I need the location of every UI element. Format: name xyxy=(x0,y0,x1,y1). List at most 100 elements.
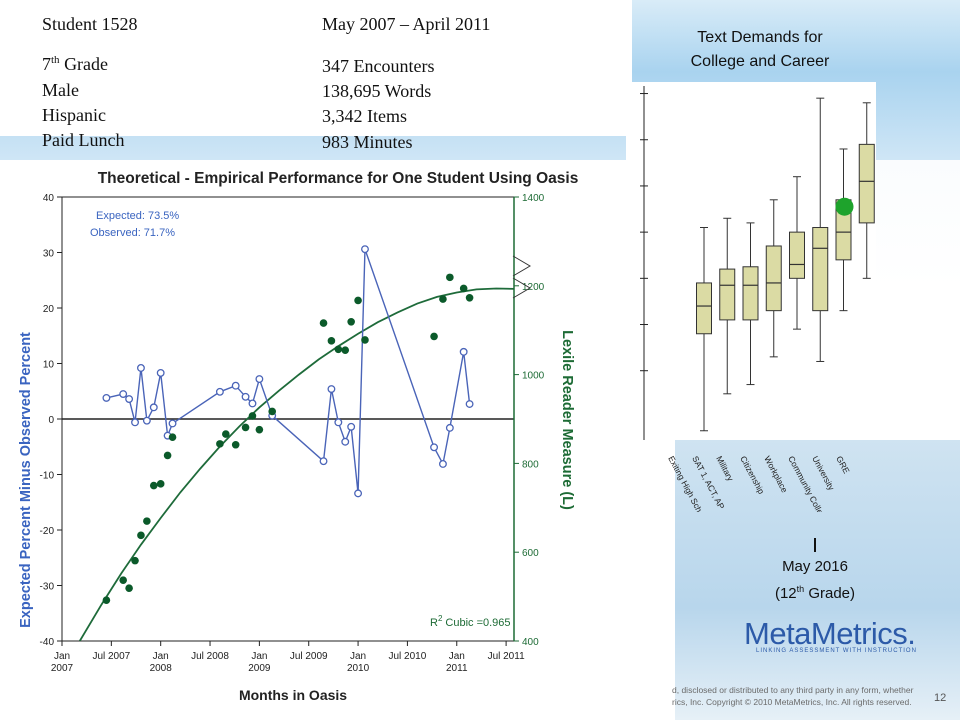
text-demands-title: Text Demands for College and Career xyxy=(660,26,860,74)
lexile-point xyxy=(163,451,172,460)
difference-point xyxy=(125,395,134,403)
lexile-point xyxy=(319,319,328,327)
lexile-point xyxy=(248,412,257,420)
logo-tagline: LINKING ASSESSMENT WITH INSTRUCTION xyxy=(756,648,917,654)
grade-word: Grade xyxy=(59,54,109,74)
grade-suffix: th xyxy=(51,54,60,66)
student-words: 138,695 Words xyxy=(322,81,432,101)
grade-number: 7 xyxy=(42,54,51,74)
difference-point xyxy=(334,418,343,427)
x-tick-label-year: 2007 xyxy=(51,663,74,674)
difference-point xyxy=(438,460,447,468)
x-tick-label-year: 2010 xyxy=(347,663,370,674)
lexile-point xyxy=(255,425,264,434)
y2-tick-label: 600 xyxy=(522,548,539,559)
box-iqr xyxy=(765,245,782,312)
x-tick-label: Jul 2010 xyxy=(389,651,427,662)
student-lunch: Paid Lunch xyxy=(42,130,125,150)
box-iqr xyxy=(696,282,712,335)
lexile-point xyxy=(231,440,240,449)
r2-sup: 2 xyxy=(438,614,443,623)
box-iqr xyxy=(719,268,736,321)
x-tick-label: Jan xyxy=(54,651,70,662)
lexile-point xyxy=(222,430,230,438)
student-items: 3,342 Items xyxy=(322,106,407,126)
difference-point xyxy=(354,489,363,498)
difference-point xyxy=(361,245,369,254)
student-minutes: 983 Minutes xyxy=(322,132,413,152)
box-category-label: University xyxy=(810,454,837,492)
marker-grade: (12th Grade) xyxy=(760,578,870,605)
difference-point xyxy=(248,399,257,408)
arrow-chevron-top xyxy=(512,255,531,277)
copyright-line2: rics, Inc. Copyright © 2010 MetaMetrics,… xyxy=(672,697,912,707)
x-tick-label-year: 2008 xyxy=(150,663,173,674)
student-period: May 2007 – April 2011 xyxy=(322,14,491,34)
r2-prefix: R xyxy=(430,617,438,629)
difference-point xyxy=(459,347,468,356)
difference-point xyxy=(341,437,350,446)
x-tick-label: Jul 2008 xyxy=(191,651,229,662)
difference-point xyxy=(168,419,177,428)
difference-point xyxy=(430,443,439,452)
difference-point xyxy=(347,422,356,431)
lexile-point xyxy=(137,531,145,540)
lexile-point xyxy=(156,480,165,488)
student-ethnicity: Hispanic xyxy=(42,105,106,125)
performance-chart: Theoretical - Empirical Performance for … xyxy=(0,160,632,720)
plot-area: 403020100-10-20-30-401400120010008006004… xyxy=(40,193,545,674)
y-tick-label: -10 xyxy=(40,471,55,482)
student-name: Student 1528 xyxy=(42,14,138,34)
x-tick-label: Jan xyxy=(449,651,465,662)
x-tick-label-year: 2011 xyxy=(446,663,468,674)
difference-point xyxy=(215,387,224,396)
student-info-panel xyxy=(0,0,632,136)
difference-point xyxy=(156,368,165,377)
lexile-point xyxy=(446,273,454,282)
annotation-expected: Expected: 73.5% xyxy=(96,210,179,222)
marker-grade-sup: th xyxy=(796,584,805,594)
box-category-label: Military xyxy=(714,454,736,483)
chart-background xyxy=(0,160,632,720)
text-demands-title-line1: Text Demands for xyxy=(697,29,823,46)
lexile-point xyxy=(361,336,369,344)
copyright-notice: d, disclosed or distributed to any third… xyxy=(672,684,932,708)
box-category-label: Citizenship xyxy=(738,454,766,496)
y2-axis-label: Lexile Reader Measure (L) xyxy=(559,330,575,510)
lexile-point xyxy=(216,440,224,448)
lexile-point xyxy=(131,556,139,565)
student-grade: 7th Grade xyxy=(42,54,108,75)
lexile-point xyxy=(465,293,474,302)
student-position-marker xyxy=(835,197,854,216)
text-demands-chart: 1600140012001000 Exiting High SchoolSAT … xyxy=(626,82,876,512)
r2-value: Cubic =0.965 xyxy=(445,617,510,629)
lexile-point xyxy=(347,317,355,326)
difference-point xyxy=(255,375,264,383)
lexile-point xyxy=(334,345,343,354)
difference-point xyxy=(241,392,250,401)
difference-point xyxy=(445,423,454,432)
y2-tick-label: 1400 xyxy=(522,193,545,204)
lexile-point xyxy=(241,423,250,432)
difference-point xyxy=(327,385,336,393)
marker-grade-open: (12 xyxy=(774,585,797,602)
lexile-point xyxy=(125,584,133,592)
lexile-point xyxy=(102,596,111,604)
y2-tick-label: 400 xyxy=(522,637,539,648)
marker-tick xyxy=(814,538,816,552)
y-tick-label: -20 xyxy=(40,526,55,537)
lexile-point xyxy=(168,433,177,442)
difference-point xyxy=(131,418,139,427)
difference-point xyxy=(231,381,240,390)
x-tick-label: Jan xyxy=(350,651,366,662)
y-axis-label: Expected Percent Minus Observed Percent xyxy=(18,332,34,628)
x-tick-label: Jan xyxy=(251,651,267,662)
marker-date: May 2016 xyxy=(782,558,848,575)
difference-point xyxy=(142,416,151,425)
x-tick-label: Jul 2007 xyxy=(92,651,130,662)
student-encounters: 347 Encounters xyxy=(322,56,435,76)
y-tick-label: 40 xyxy=(43,193,55,204)
lexile-point xyxy=(459,284,468,293)
x-tick-label: Jul 2009 xyxy=(290,651,328,662)
annotation-observed: Observed: 71.7% xyxy=(90,227,175,239)
